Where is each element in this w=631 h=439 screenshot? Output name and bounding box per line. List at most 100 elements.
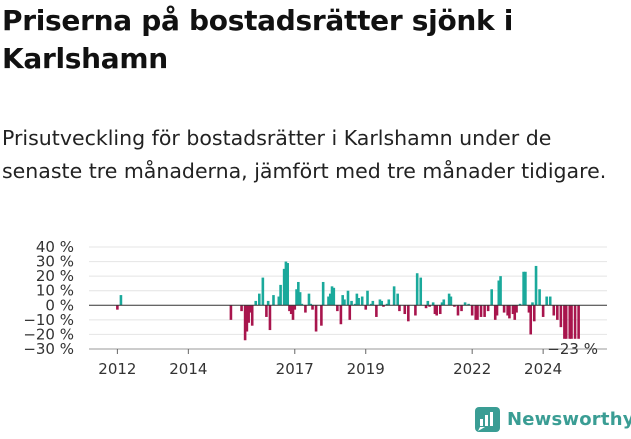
bar — [243, 305, 247, 341]
bar — [515, 305, 518, 313]
bar — [288, 305, 291, 312]
bar — [346, 290, 350, 306]
bar — [426, 300, 430, 306]
bar — [378, 299, 382, 306]
bar — [493, 305, 497, 320]
bar — [438, 305, 442, 315]
bar — [428, 305, 431, 307]
y-tick-label: −20 % — [23, 325, 74, 343]
bar — [282, 268, 286, 306]
bar — [321, 281, 325, 306]
bar — [524, 271, 527, 306]
bar — [307, 293, 311, 306]
bar — [261, 277, 265, 306]
y-tick-label: 30 % — [36, 253, 74, 271]
bar — [415, 273, 419, 306]
bar — [249, 305, 252, 313]
page-subtitle: Prisutveckling för bostadsrätter i Karls… — [2, 126, 607, 183]
y-tick-label: −30 % — [23, 340, 74, 358]
bar — [341, 295, 344, 306]
x-tick-label: 2019 — [347, 360, 385, 378]
bar — [385, 303, 389, 306]
bar — [476, 305, 479, 320]
bar — [293, 305, 297, 310]
bar — [330, 286, 334, 306]
bar — [254, 300, 258, 306]
bar — [570, 305, 573, 339]
x-tick-label: 2022 — [453, 360, 491, 378]
price-change-chart: −30 %−20 %−10 %0 %10 %20 %30 %40 % 2012 20… — [23, 238, 607, 378]
bar — [398, 305, 401, 312]
bar — [268, 305, 272, 331]
bar — [449, 296, 453, 306]
bar — [309, 303, 313, 306]
bar — [339, 305, 343, 325]
bar — [513, 305, 517, 320]
bar — [366, 290, 369, 306]
bar — [463, 302, 467, 306]
bar — [508, 305, 511, 319]
bar — [497, 280, 501, 306]
bar — [258, 293, 261, 306]
x-tick-label: 2024 — [524, 360, 562, 378]
bar — [300, 303, 304, 306]
bar — [424, 305, 428, 309]
bar — [559, 305, 563, 328]
bar — [336, 305, 339, 312]
y-tick-label: 40 % — [36, 238, 74, 256]
bar — [240, 305, 243, 312]
bar — [320, 305, 323, 326]
bar — [407, 305, 410, 322]
bar — [119, 295, 123, 306]
bar — [479, 305, 483, 317]
bar — [289, 305, 293, 315]
bar — [371, 300, 375, 306]
bar — [250, 305, 254, 326]
page-title: Priserna på bostadsrätter sjönk i Karlsh… — [2, 4, 514, 75]
bar — [387, 299, 391, 306]
bar — [265, 305, 268, 317]
bar — [511, 305, 515, 315]
bar — [440, 302, 444, 306]
bar — [529, 305, 533, 335]
bar — [357, 298, 360, 306]
bar — [375, 305, 378, 317]
bar — [355, 293, 359, 306]
bar — [499, 276, 502, 306]
bar — [266, 300, 270, 306]
bar — [284, 261, 288, 306]
bar — [247, 305, 250, 323]
bar — [456, 305, 460, 316]
bar — [435, 305, 438, 316]
bar — [229, 305, 233, 320]
bar — [442, 299, 446, 306]
bar — [392, 286, 396, 306]
bar — [483, 305, 486, 317]
bar — [279, 284, 282, 306]
bar — [364, 305, 368, 310]
bar — [531, 302, 534, 306]
bar — [350, 300, 353, 306]
bar — [414, 305, 417, 316]
bar — [343, 299, 346, 306]
bar — [495, 305, 499, 316]
bar — [396, 293, 399, 306]
last-value-label: −23 % — [547, 340, 598, 358]
bar — [518, 303, 522, 306]
bar — [534, 265, 538, 306]
bar — [552, 305, 556, 316]
brand-logo-icon — [475, 407, 500, 432]
bar — [490, 289, 493, 306]
grid-lines — [89, 246, 607, 350]
y-tick-label: −10 % — [23, 311, 74, 329]
bar — [568, 305, 572, 339]
bar — [538, 289, 541, 306]
bar — [286, 263, 289, 306]
bar — [332, 287, 336, 306]
bar — [447, 293, 451, 306]
brand-name: Newsworthy — [507, 409, 631, 430]
bar — [486, 305, 490, 312]
bar — [369, 303, 373, 306]
bar — [272, 295, 275, 306]
bar — [527, 305, 531, 313]
